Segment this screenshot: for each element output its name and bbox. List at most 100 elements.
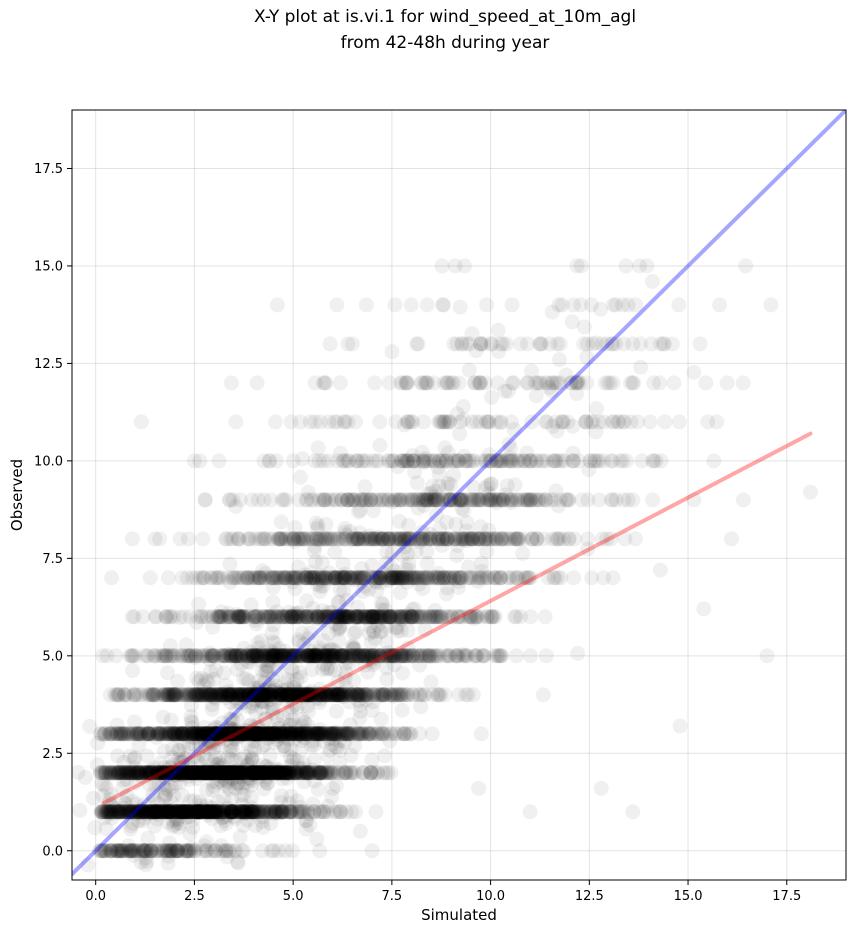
scatter-point [95, 843, 111, 859]
scatter-point [147, 804, 163, 820]
scatter-point [135, 843, 151, 859]
scatter-point [172, 804, 188, 820]
scatter-point [147, 804, 163, 820]
scatter-point [254, 804, 270, 820]
scatter-point [508, 609, 524, 625]
scatter-point [102, 843, 118, 859]
scatter-point [219, 849, 235, 865]
scatter-point [168, 843, 184, 859]
scatter-point [163, 843, 179, 859]
scatter-point [174, 843, 189, 859]
scatter-point [123, 804, 139, 820]
scatter-point [170, 843, 186, 859]
scatter-point [169, 804, 185, 820]
scatter-point [161, 843, 177, 859]
scatter-point [140, 804, 156, 820]
scatter-point [104, 843, 120, 859]
scatter-point [164, 843, 180, 859]
scatter-point [103, 843, 119, 859]
scatter-point [231, 804, 247, 820]
scatter-point [161, 835, 177, 851]
scatter-point [183, 843, 199, 859]
scatter-point [232, 804, 248, 820]
scatter-point [149, 804, 165, 820]
scatter-point [136, 804, 152, 820]
scatter-point [143, 804, 159, 820]
scatter-point [184, 804, 200, 820]
scatter-point [164, 804, 180, 820]
scatter-point [180, 843, 196, 859]
scatter-point [150, 843, 165, 859]
scatter-point [241, 804, 257, 820]
scatter-point [163, 804, 179, 820]
scatter-point [347, 738, 363, 754]
scatter-point [96, 810, 112, 826]
scatter-point [187, 650, 203, 666]
scatter-point [124, 843, 140, 859]
scatter-point [172, 804, 188, 820]
scatter-point [97, 804, 113, 820]
scatter-point [224, 804, 240, 820]
scatter-point [268, 804, 284, 820]
scatter-point [310, 782, 326, 797]
scatter-point [186, 804, 201, 820]
scatter-point [117, 804, 133, 820]
chart-title-line-1: X-Y plot at is.vi.1 for wind_speed_at_10… [254, 7, 636, 27]
scatter-point [137, 843, 152, 859]
scatter-point [120, 804, 135, 820]
scatter-point [111, 843, 127, 859]
scatter-point [179, 844, 195, 860]
scatter-point [136, 843, 152, 859]
scatter-point [423, 674, 439, 690]
scatter-point [161, 848, 177, 864]
scatter-point [206, 804, 222, 820]
scatter-point [98, 804, 114, 820]
scatter-point [394, 702, 410, 718]
scatter-point [160, 855, 176, 871]
scatter-point [142, 843, 158, 859]
scatter-point [115, 800, 131, 816]
scatter-point [112, 843, 128, 859]
scatter-point [150, 804, 165, 820]
scatter-point [202, 804, 218, 820]
scatter-point [197, 804, 213, 820]
scatter-point [138, 857, 154, 873]
scatter-point [110, 687, 126, 703]
scatter-point [221, 843, 237, 859]
scatter-point [211, 804, 227, 820]
scatter-point [216, 804, 232, 820]
scatter-point [159, 804, 174, 820]
scatter-point [157, 804, 172, 820]
scatter-point [192, 804, 208, 820]
scatter-point [198, 804, 214, 820]
scatter-point [136, 843, 152, 859]
scatter-point [297, 764, 313, 780]
scatter-point [277, 804, 293, 820]
scatter-point [245, 804, 261, 820]
scatter-point [136, 843, 152, 859]
scatter-point [153, 804, 169, 820]
scatter-point [295, 804, 311, 820]
scatter-point [223, 739, 239, 755]
scatter-point [110, 843, 125, 859]
scatter-point [145, 804, 161, 820]
scatter-point [150, 843, 166, 859]
scatter-point [99, 804, 115, 820]
scatter-point [102, 804, 118, 820]
scatter-point [112, 804, 128, 820]
scatter-point [249, 804, 265, 820]
scatter-point [225, 804, 240, 820]
scatter-point [111, 804, 127, 820]
scatter-point [223, 804, 239, 820]
scatter-point [165, 741, 181, 757]
scatter-point [455, 647, 471, 663]
scatter-point [155, 804, 171, 820]
scatter-point [118, 843, 133, 859]
scatter-point [130, 843, 146, 859]
scatter-point [167, 843, 182, 859]
scatter-point [231, 804, 247, 820]
scatter-point [139, 843, 155, 859]
scatter-point [144, 804, 160, 820]
scatter-point [168, 804, 184, 820]
scatter-point [133, 804, 149, 820]
